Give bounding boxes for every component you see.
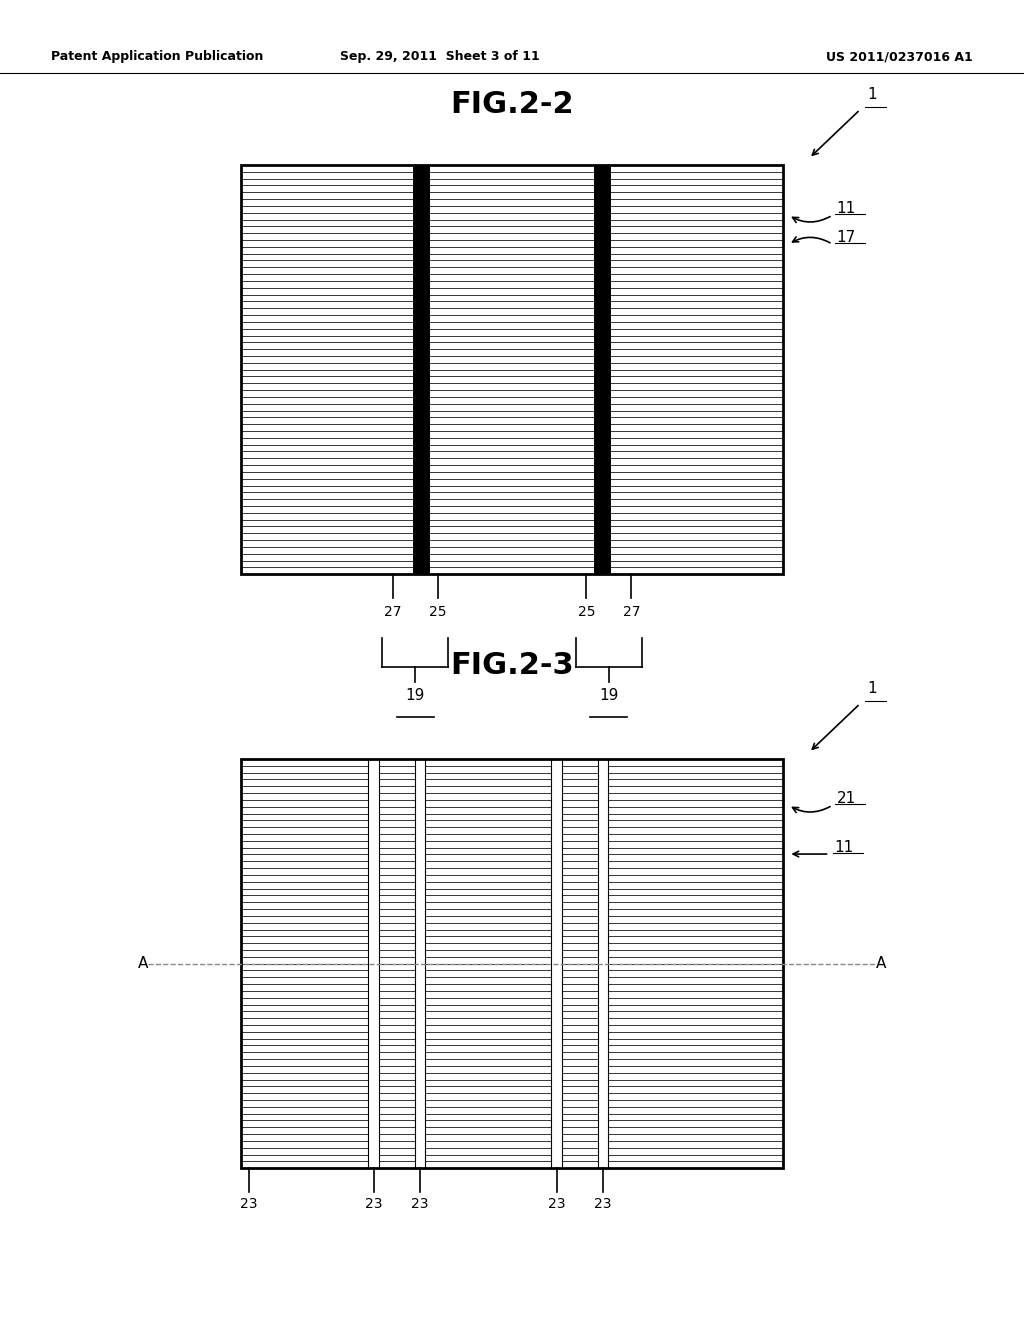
Text: 27: 27 — [623, 605, 640, 619]
Bar — [415, 759, 425, 1168]
Text: 25: 25 — [429, 605, 446, 619]
Bar — [241, 759, 783, 1168]
Bar — [241, 165, 783, 574]
Text: 11: 11 — [837, 201, 856, 216]
Text: A: A — [138, 956, 148, 972]
Bar — [241, 165, 783, 574]
Bar — [595, 165, 611, 574]
Bar — [369, 759, 379, 1168]
Text: 23: 23 — [240, 1197, 258, 1212]
Text: 21: 21 — [837, 791, 856, 807]
Text: 19: 19 — [599, 688, 618, 702]
Text: 27: 27 — [384, 605, 401, 619]
Bar — [598, 759, 608, 1168]
Text: US 2011/0237016 A1: US 2011/0237016 A1 — [826, 50, 973, 63]
Text: 19: 19 — [406, 688, 425, 702]
Text: 23: 23 — [411, 1197, 428, 1212]
Text: Sep. 29, 2011  Sheet 3 of 11: Sep. 29, 2011 Sheet 3 of 11 — [340, 50, 541, 63]
Text: 17: 17 — [837, 230, 856, 246]
Text: 1: 1 — [867, 681, 877, 696]
Text: 23: 23 — [594, 1197, 612, 1212]
Text: A: A — [876, 956, 886, 972]
Bar — [241, 759, 783, 1168]
Text: FIG.2-3: FIG.2-3 — [451, 651, 573, 680]
Bar — [551, 759, 561, 1168]
Text: 11: 11 — [835, 840, 854, 855]
Text: 1: 1 — [867, 87, 877, 102]
Text: FIG.2-2: FIG.2-2 — [451, 90, 573, 119]
Text: 23: 23 — [365, 1197, 382, 1212]
Text: Patent Application Publication: Patent Application Publication — [51, 50, 263, 63]
Text: 25: 25 — [578, 605, 595, 619]
Text: 23: 23 — [548, 1197, 565, 1212]
Bar — [413, 165, 429, 574]
